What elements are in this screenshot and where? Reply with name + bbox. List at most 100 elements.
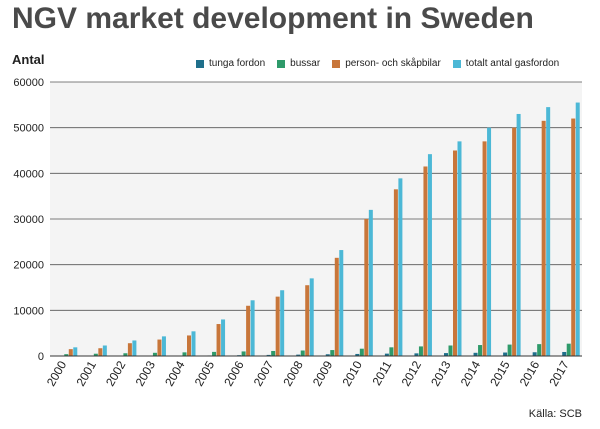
bar bbox=[221, 319, 226, 356]
legend-label-totalt-antal-gasfordon: totalt antal gasfordon bbox=[465, 58, 560, 69]
bar bbox=[212, 351, 217, 356]
bar bbox=[271, 350, 276, 356]
x-tick-label: 2008 bbox=[280, 358, 306, 388]
bar bbox=[532, 352, 537, 356]
bar bbox=[562, 351, 567, 356]
x-tick-label: 2012 bbox=[399, 358, 425, 388]
y-tick-label: 20000 bbox=[13, 260, 44, 272]
x-tick-label: 2015 bbox=[487, 358, 513, 388]
legend-label-person-och-skapbilar: person- och skåpbilar bbox=[345, 58, 441, 69]
bar bbox=[325, 354, 330, 356]
bar bbox=[368, 209, 373, 356]
y-tick-label: 10000 bbox=[13, 305, 44, 317]
bar bbox=[161, 336, 166, 356]
bar bbox=[330, 350, 335, 356]
bar bbox=[389, 347, 394, 356]
bar bbox=[300, 350, 305, 356]
bar bbox=[473, 352, 478, 356]
y-tick-label: 40000 bbox=[13, 168, 44, 180]
x-tick-label: 2005 bbox=[192, 358, 218, 388]
legend-item-bussar: bussar bbox=[277, 58, 320, 69]
bar bbox=[73, 347, 78, 356]
legend-label-tunga-fordon: tunga fordon bbox=[209, 58, 266, 69]
bar bbox=[123, 353, 128, 356]
bar bbox=[444, 353, 448, 356]
bar bbox=[241, 351, 246, 356]
bar bbox=[537, 344, 542, 356]
x-tick-label: 2002 bbox=[103, 358, 129, 388]
bar bbox=[102, 345, 107, 356]
bar bbox=[187, 335, 191, 356]
bar bbox=[216, 324, 221, 356]
bar bbox=[191, 331, 196, 356]
bar bbox=[132, 340, 137, 356]
y-tick-label: 0 bbox=[38, 351, 44, 363]
bar bbox=[275, 296, 280, 356]
bar bbox=[453, 150, 457, 356]
x-tick-label: 2003 bbox=[133, 358, 159, 388]
bar bbox=[541, 120, 546, 356]
x-tick-label: 2006 bbox=[221, 358, 247, 388]
bar bbox=[364, 219, 369, 356]
bar bbox=[418, 346, 423, 356]
y-tick-label: 30000 bbox=[13, 214, 44, 226]
x-tick-label: 2013 bbox=[428, 358, 454, 388]
bar bbox=[309, 278, 314, 356]
bar bbox=[571, 118, 576, 357]
x-tick-label: 2016 bbox=[517, 358, 543, 388]
x-tick-label: 2014 bbox=[458, 358, 484, 388]
bar bbox=[93, 353, 98, 356]
bar bbox=[339, 250, 344, 356]
x-tick-label: 2000 bbox=[44, 358, 70, 388]
bar bbox=[507, 344, 512, 356]
legend-swatch-person-och-skapbilar bbox=[332, 59, 341, 68]
y-axis-label: Antal bbox=[12, 52, 45, 67]
bar bbox=[516, 113, 521, 356]
legend-item-totalt-antal-gasfordon: totalt antal gasfordon bbox=[452, 58, 560, 69]
y-tick-label: 60000 bbox=[13, 77, 44, 89]
legend-swatch-tunga-fordon bbox=[196, 59, 204, 68]
bar bbox=[157, 339, 162, 356]
bar bbox=[266, 354, 271, 356]
bar bbox=[448, 345, 453, 356]
bar bbox=[503, 352, 508, 356]
bar bbox=[280, 290, 285, 356]
bar bbox=[64, 354, 69, 356]
y-tick-label: 50000 bbox=[13, 123, 44, 135]
x-tick-label: 2007 bbox=[251, 358, 277, 388]
legend-swatch-totalt-antal-gasfordon bbox=[452, 59, 461, 68]
bar bbox=[512, 127, 517, 357]
bar bbox=[98, 348, 103, 356]
bar bbox=[414, 353, 419, 356]
chart-title: NGV market development in Sweden bbox=[12, 2, 534, 35]
bar bbox=[127, 343, 132, 356]
bar bbox=[546, 107, 551, 356]
bar bbox=[393, 189, 398, 356]
x-tick-label: 2010 bbox=[339, 358, 365, 388]
bar bbox=[355, 353, 360, 356]
bar bbox=[359, 348, 364, 356]
bar bbox=[305, 285, 310, 356]
bar bbox=[296, 354, 301, 356]
bar bbox=[487, 127, 492, 357]
legend-swatch-bussar bbox=[277, 59, 286, 68]
legend-item-tunga-fordon: tunga fordon bbox=[196, 58, 265, 69]
bar bbox=[152, 352, 157, 356]
bar bbox=[334, 257, 339, 356]
x-tick-label: 2017 bbox=[546, 358, 572, 388]
bar bbox=[457, 141, 462, 356]
bar bbox=[246, 305, 251, 356]
x-tick-label: 2001 bbox=[73, 358, 99, 388]
bar bbox=[575, 102, 580, 356]
bar bbox=[423, 166, 428, 356]
source-note: Källa: SCB bbox=[528, 408, 582, 420]
x-tick-label: 2004 bbox=[162, 358, 188, 388]
bar bbox=[478, 345, 483, 356]
x-tick-label: 2009 bbox=[310, 358, 336, 388]
bar bbox=[182, 352, 187, 356]
legend-label-bussar: bussar bbox=[290, 58, 321, 69]
bar bbox=[427, 154, 432, 356]
bar bbox=[68, 349, 73, 356]
